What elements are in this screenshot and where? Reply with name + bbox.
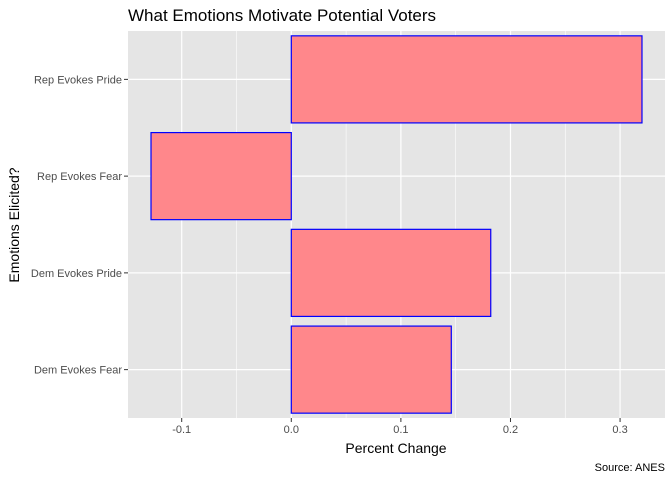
x-tick-label: 0.1 [393, 424, 408, 436]
x-axis-title: Percent Change [345, 440, 446, 456]
x-tick-label: 0.3 [612, 424, 627, 436]
y-tick-label: Rep Evokes Fear [37, 171, 122, 183]
caption: Source: ANES [595, 462, 665, 474]
y-axis-ticks: Dem Evokes Fear Dem Evokes Pride Rep Evoke… [31, 74, 128, 377]
x-tick-label: -0.1 [172, 424, 191, 436]
y-tick-label: Rep Evokes Pride [34, 74, 122, 86]
y-axis-title: Emotions Elicited? [6, 167, 22, 282]
bar [290, 325, 452, 414]
bar [150, 131, 292, 221]
bars [150, 35, 643, 414]
y-tick-label: Dem Evokes Fear [34, 365, 122, 377]
x-tick-label: 0.2 [503, 424, 518, 436]
y-tick-label: Dem Evokes Pride [31, 268, 122, 280]
x-axis-ticks: -0.1 0.0 0.1 0.2 0.3 [172, 418, 628, 436]
bar [290, 35, 643, 124]
x-tick-label: 0.0 [284, 424, 299, 436]
bar [290, 228, 492, 318]
chart-title: What Emotions Motivate Potential Voters [128, 6, 436, 25]
